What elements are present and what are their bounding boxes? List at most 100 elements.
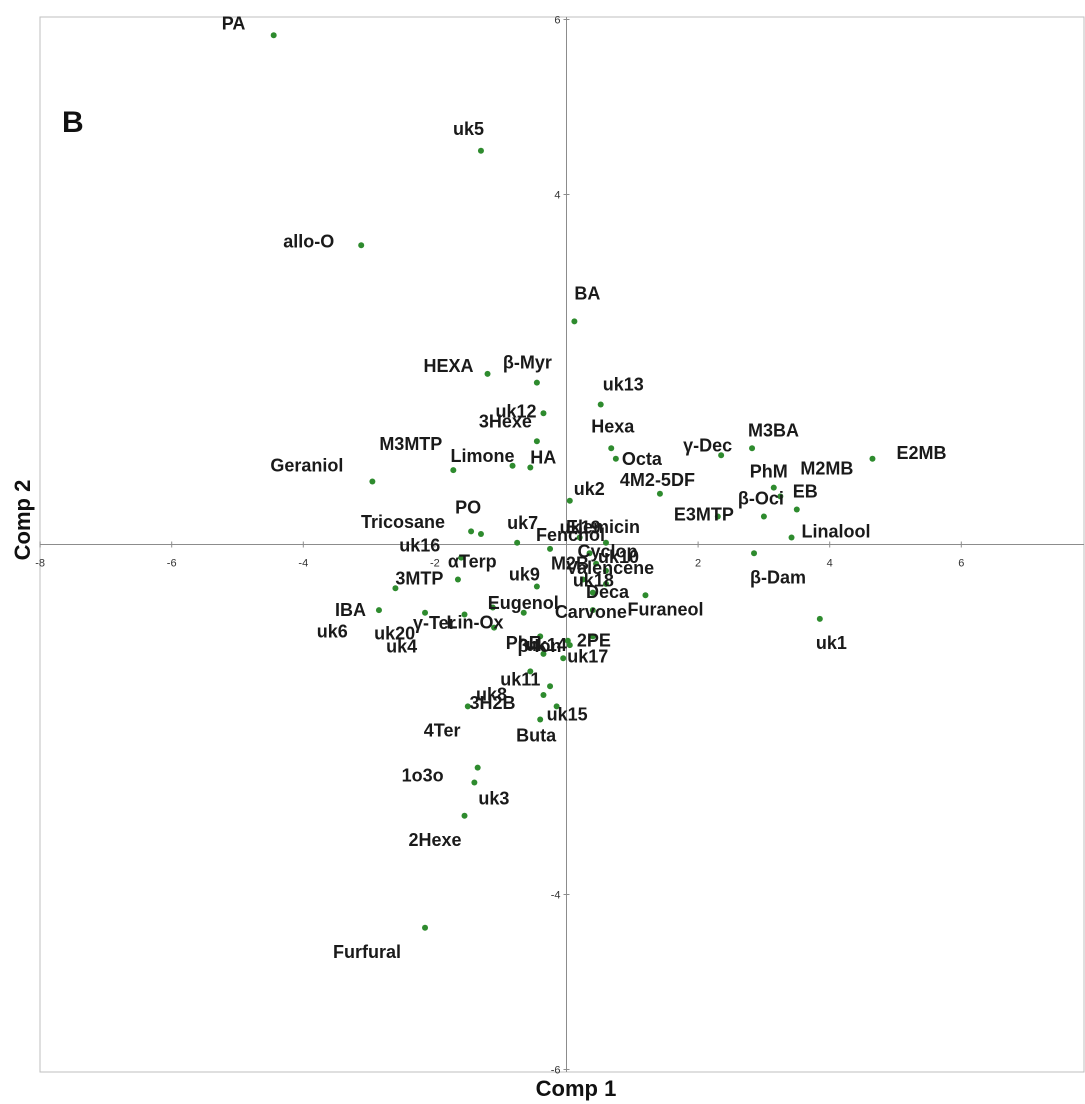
data-point: [540, 692, 547, 698]
data-point: [593, 560, 600, 567]
data-point: [509, 462, 516, 469]
x-tick-label: 2: [695, 558, 701, 570]
y-tick-label: -4: [551, 890, 561, 902]
x-tick-label: -8: [35, 558, 45, 570]
data-point: [540, 410, 547, 417]
point-label: uk12: [495, 401, 536, 421]
data-point: [656, 490, 663, 497]
point-label: uk7: [507, 513, 538, 533]
point-label: γ-Dec: [683, 435, 732, 455]
point-label: Buta: [516, 726, 557, 746]
data-point: [597, 401, 604, 408]
y-tick-label: -6: [551, 1065, 561, 1077]
point-label: 1o3o: [402, 766, 444, 786]
data-point: [566, 642, 573, 649]
point-label: uk17: [567, 646, 608, 666]
point-label: uk8: [476, 684, 507, 704]
data-point: [369, 478, 376, 485]
data-point: [489, 604, 496, 611]
data-point: [533, 438, 540, 445]
data-points: [270, 32, 876, 931]
data-point: [477, 531, 484, 537]
point-label: Limone: [451, 446, 515, 466]
point-label: uk13: [603, 375, 644, 395]
data-point: [375, 607, 382, 614]
data-point: [537, 716, 544, 723]
data-point: [571, 318, 578, 325]
point-label: uk6: [317, 622, 348, 642]
data-point: [468, 528, 475, 535]
point-label: Furaneol: [627, 599, 703, 619]
data-point: [714, 513, 721, 520]
point-label: αTerp: [448, 552, 497, 572]
point-label: Furfural: [333, 942, 401, 962]
point-label: uk20: [374, 624, 415, 644]
point-label: uk1: [816, 633, 847, 653]
data-point: [576, 534, 583, 541]
data-point: [464, 703, 471, 710]
data-point: [602, 539, 609, 546]
data-point: [358, 242, 365, 249]
point-label: uk5: [453, 119, 484, 139]
point-label: 4M2-5DF: [620, 470, 695, 490]
x-tick-label: 6: [958, 558, 964, 570]
data-point: [770, 484, 777, 491]
point-label: β-Oci: [738, 489, 784, 509]
data-point: [270, 32, 277, 39]
x-tick-label: 4: [827, 558, 833, 570]
data-point: [718, 452, 725, 459]
point-label: uk3: [478, 789, 509, 809]
x-tick-label: -2: [430, 558, 440, 570]
data-point: [816, 615, 823, 622]
point-label: BA: [574, 283, 600, 303]
point-label: PhE: [506, 633, 541, 653]
data-point: [788, 534, 795, 541]
data-point: [869, 455, 876, 462]
data-point: [553, 703, 560, 710]
data-point: [566, 497, 573, 504]
data-point: [527, 668, 534, 675]
data-point: [474, 764, 481, 771]
data-point: [392, 585, 399, 592]
point-label: 4Ter: [424, 720, 461, 740]
data-point: [547, 683, 554, 690]
data-point: [422, 609, 429, 616]
point-label: Cyclop: [578, 541, 638, 561]
point-label: PO: [455, 497, 481, 517]
point-label: 3H2B: [469, 693, 515, 713]
data-point: [642, 592, 649, 599]
data-point: [422, 924, 429, 931]
point-label: β-Ion: [517, 636, 561, 656]
data-point: [533, 583, 540, 590]
data-point: [514, 539, 521, 546]
point-label: 2PE: [577, 630, 611, 650]
point-label: uk14: [526, 635, 567, 655]
point-label: Octa: [622, 449, 663, 469]
data-point: [484, 370, 491, 377]
point-label: HEXA: [424, 356, 474, 376]
point-label: Valencene: [566, 558, 654, 578]
point-label: uk18: [573, 571, 614, 591]
x-tick-label: -6: [167, 558, 177, 570]
data-point: [477, 147, 484, 154]
point-label: EB: [793, 482, 818, 502]
point-label: M2B: [551, 554, 589, 574]
point-label: 3MTP: [395, 568, 443, 588]
data-point: [589, 589, 596, 596]
x-axis-title: Comp 1: [536, 1076, 617, 1101]
point-label: 2Hexe: [409, 830, 462, 850]
data-point: [612, 455, 619, 462]
data-point: [749, 445, 756, 452]
data-point: [458, 554, 465, 561]
data-point: [471, 779, 478, 786]
point-label: Lin-Ox: [447, 613, 504, 633]
point-label: 3Hexe: [479, 411, 532, 431]
point-label: uk15: [547, 704, 588, 724]
point-label: Eugenol: [488, 593, 559, 613]
point-label: uk19: [560, 518, 601, 538]
data-point: [751, 550, 758, 557]
y-tick-label: 4: [554, 190, 560, 202]
data-point: [491, 624, 498, 631]
